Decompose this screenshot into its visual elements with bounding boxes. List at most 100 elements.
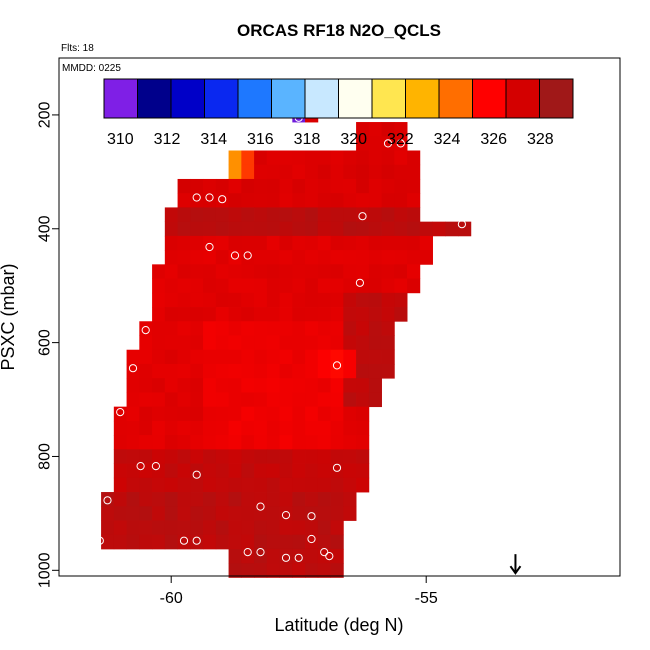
heatmap-cell xyxy=(343,207,357,223)
heatmap-cell xyxy=(317,250,331,265)
heatmap-cell xyxy=(254,363,268,379)
heatmap-cell xyxy=(356,136,370,151)
heatmap-cell xyxy=(317,235,331,251)
heatmap-cell xyxy=(381,264,395,279)
heatmap-cell xyxy=(305,150,319,166)
heatmap-cell xyxy=(368,349,382,365)
heatmap-cell xyxy=(113,506,127,521)
heatmap-cell xyxy=(101,506,115,521)
heatmap-cell xyxy=(330,563,344,578)
heatmap-cell xyxy=(317,349,331,365)
heatmap-cell xyxy=(317,449,331,464)
heatmap-cell xyxy=(394,264,408,279)
heatmap-cell xyxy=(381,193,395,208)
heatmap-cell xyxy=(317,477,331,493)
heatmap-cell xyxy=(126,463,140,479)
heatmap-cell xyxy=(279,264,293,279)
heatmap-cell xyxy=(381,278,395,294)
heatmap-cell xyxy=(292,463,306,479)
heatmap-cell xyxy=(330,420,344,436)
observation-point xyxy=(325,552,334,561)
heatmap-cell xyxy=(394,292,408,308)
heatmap-cell xyxy=(152,378,166,393)
heatmap-cell xyxy=(203,193,217,208)
heatmap-cell xyxy=(279,178,293,194)
heatmap-cell xyxy=(305,321,319,336)
heatmap-cell xyxy=(203,250,217,265)
observation-point xyxy=(243,251,252,260)
heatmap-cell xyxy=(203,307,217,322)
observation-point xyxy=(307,512,316,521)
heatmap-cell xyxy=(279,363,293,379)
heatmap-cell xyxy=(228,406,242,422)
heatmap-cell xyxy=(241,548,255,564)
colorbar-frame xyxy=(103,78,574,119)
colorbar-tick-label: 318 xyxy=(294,131,321,148)
heatmap-cell xyxy=(394,122,408,137)
heatmap-cell xyxy=(356,193,370,208)
heatmap-cell xyxy=(190,406,204,422)
heatmap-cell xyxy=(343,178,357,194)
heatmap-cell xyxy=(177,378,191,393)
heatmap-cell xyxy=(266,363,280,379)
heatmap-cell xyxy=(394,150,408,166)
heatmap-cell xyxy=(292,506,306,521)
heatmap-cell xyxy=(381,307,395,322)
heatmap-cell xyxy=(330,463,344,479)
heatmap-cell xyxy=(279,563,293,578)
y-tick-label: 800 xyxy=(37,443,54,470)
heatmap-cell xyxy=(152,349,166,365)
heatmap-cell xyxy=(292,164,306,180)
heatmap-cell xyxy=(254,420,268,436)
heatmap-cell xyxy=(177,477,191,493)
observation-point xyxy=(355,278,364,287)
y-tick-label: 600 xyxy=(37,329,54,356)
heatmap-cell xyxy=(305,164,319,180)
heatmap-cell xyxy=(228,349,242,365)
heatmap-cell xyxy=(228,392,242,408)
heatmap-cell xyxy=(279,207,293,223)
heatmap-cell xyxy=(164,264,178,279)
observation-point xyxy=(281,510,291,520)
heatmap-cell xyxy=(228,548,242,564)
heatmap-cell xyxy=(152,506,166,521)
colorbar-tick-label: 324 xyxy=(434,131,461,148)
heatmap-cell xyxy=(292,235,306,251)
heatmap-cell xyxy=(279,406,293,422)
heatmap-cell xyxy=(203,420,217,436)
heatmap-cell xyxy=(139,349,153,365)
heatmap-cell xyxy=(305,193,319,208)
heatmap-cell xyxy=(317,363,331,379)
heatmap-cell xyxy=(203,278,217,294)
heatmap-cell xyxy=(254,492,268,507)
heatmap-cell xyxy=(228,193,242,208)
heatmap-cell xyxy=(381,164,395,180)
colorbar-tick-label: 312 xyxy=(154,131,181,148)
x-axis: -60 -55 xyxy=(160,576,438,607)
heatmap-cell xyxy=(241,292,255,308)
heatmap-cell xyxy=(458,221,472,237)
heatmap-cell xyxy=(330,378,344,393)
heatmap-cell xyxy=(164,463,178,479)
heatmap-cell xyxy=(113,463,127,479)
heatmap-cell xyxy=(279,292,293,308)
heatmap-cell xyxy=(368,363,382,379)
heatmap-cell xyxy=(419,235,433,251)
heatmap-cell xyxy=(254,349,268,365)
heatmap-cell xyxy=(215,420,229,436)
heatmap-cell xyxy=(177,321,191,336)
heatmap-cell xyxy=(394,221,408,237)
heatmap-cell xyxy=(254,463,268,479)
heatmap-cell xyxy=(356,150,370,166)
heatmap-cell xyxy=(228,435,242,450)
heatmap-cell xyxy=(305,449,319,464)
heatmap-cell xyxy=(368,150,382,166)
heatmap-cell xyxy=(356,378,370,393)
heatmap-cell xyxy=(177,335,191,351)
heatmap-cell xyxy=(152,363,166,379)
heatmap-cell xyxy=(305,406,319,422)
heatmap-cell xyxy=(368,235,382,251)
observation-point xyxy=(141,326,150,335)
heatmap-cell xyxy=(177,520,191,536)
